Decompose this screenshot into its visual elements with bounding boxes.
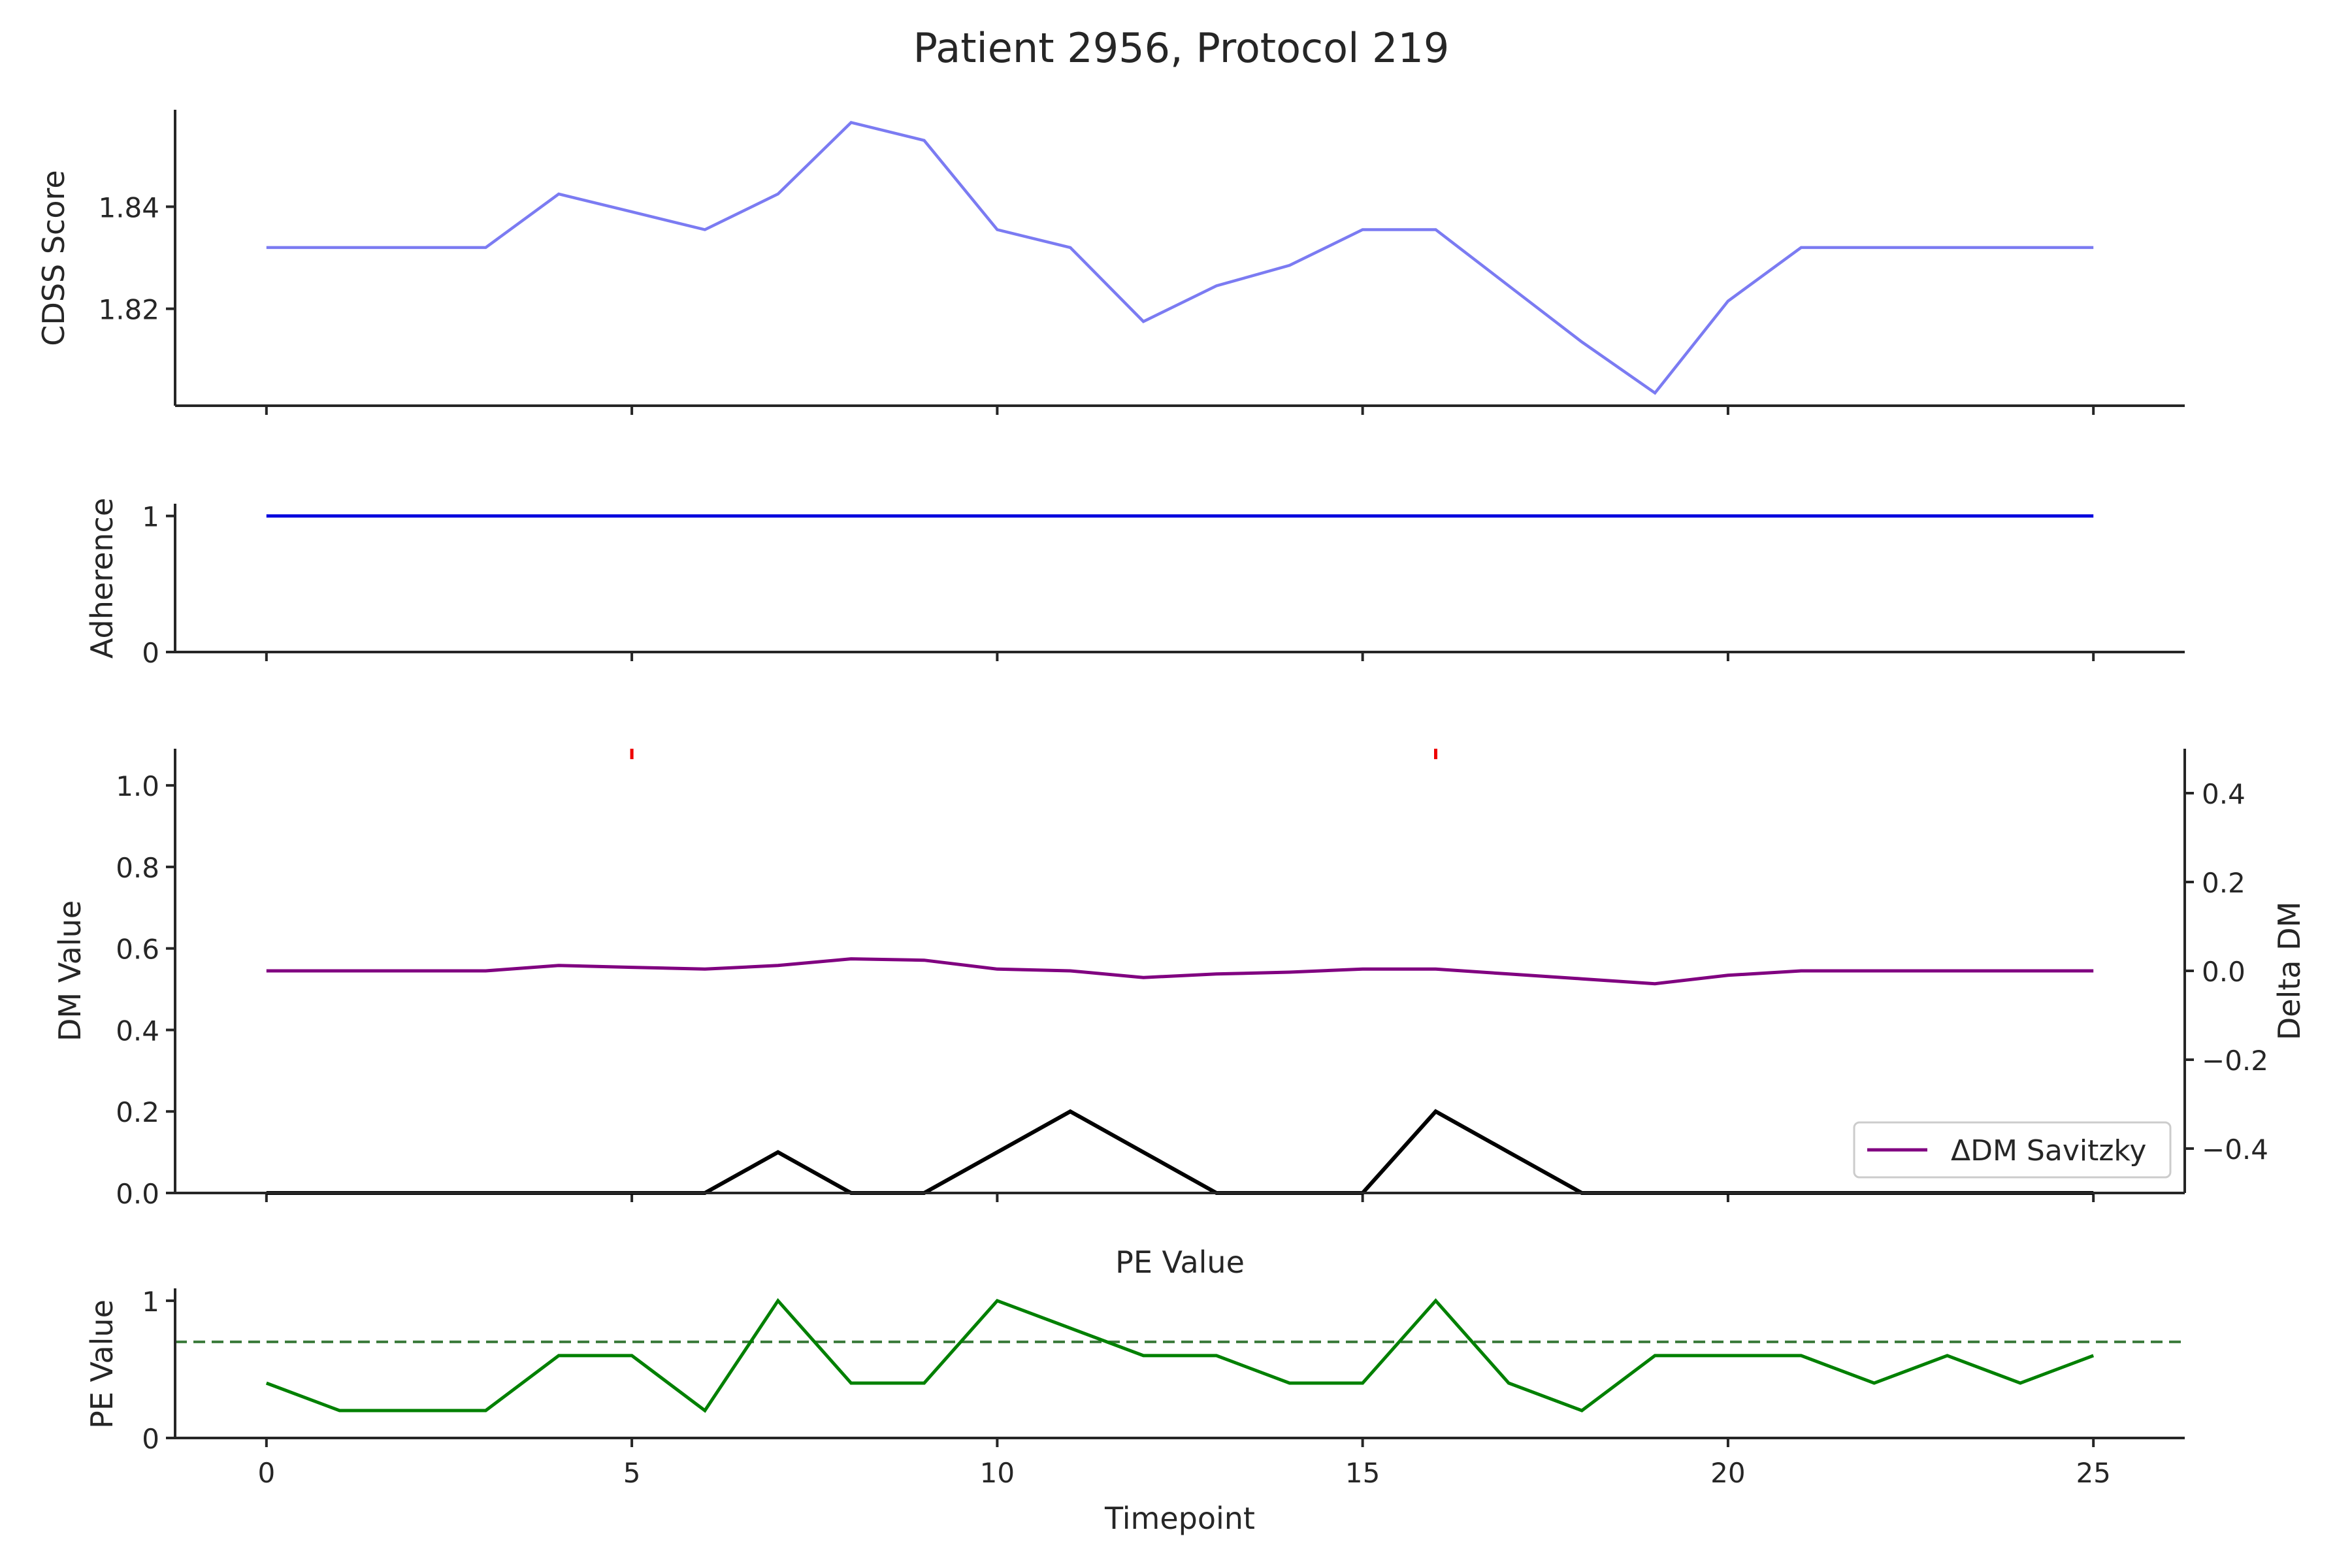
dm-legend: ΔDM Savitzky (1853, 1121, 2172, 1179)
pe-x-axis-ticks: 0 5 10 15 20 25 (257, 1438, 2111, 1489)
adherence-y-tick-label: 0 (142, 637, 159, 669)
pe-plot (175, 1298, 2185, 1413)
dm-y-tick-label: 0.0 (116, 1178, 159, 1210)
delta-dm-y-axis-ticks: −0.4 −0.2 0.0 0.2 0.4 (2185, 778, 2268, 1166)
delta-dm-y-tick-label: 0.2 (2202, 867, 2246, 899)
legend-box (1853, 1121, 2172, 1179)
dm-ylabel: DM Value (52, 900, 88, 1041)
cdss-plot (266, 121, 2094, 395)
x-axis-tick-label: 0 (257, 1457, 275, 1489)
delta-dm-y-tick-label: 0.4 (2202, 778, 2246, 810)
dm-y-tick-label: 0.8 (116, 852, 159, 884)
pe-panel: PE Value PE Value 01 0 5 10 15 20 25 Timepoin… (84, 1245, 2185, 1536)
adherence-panel: Adherence 01 (84, 498, 2185, 669)
delta-dm-savitzky-line (266, 957, 2094, 986)
cdss-y-axis-ticks: 1.82 1.84 (98, 191, 175, 326)
dm-value-line (266, 1109, 2094, 1195)
dm-y-tick-label: 0.2 (116, 1096, 159, 1128)
pe-ylabel: PE Value (84, 1299, 120, 1429)
adherence-ylabel: Adherence (84, 498, 120, 659)
dm-plot (266, 749, 2094, 1195)
adherence-x-axis-ticks (265, 652, 2095, 661)
x-axis-tick-label: 25 (2076, 1457, 2110, 1489)
dm-y-tick-label: 1.0 (116, 770, 159, 802)
x-axis-label: Timepoint (1104, 1501, 1255, 1536)
dm-y-tick-label: 0.4 (116, 1015, 159, 1047)
delta-dm-y-tick-label: −0.2 (2202, 1045, 2268, 1077)
legend-label-delta-dm: ΔDM Savitzky (1951, 1134, 2146, 1168)
pe-y-tick-label: 0 (142, 1423, 159, 1455)
pe-y-axis-ticks: 01 (142, 1286, 175, 1455)
cdss-panel: CDSS Score 1.82 1.84 (36, 110, 2185, 415)
x-axis-tick-label: 20 (1710, 1457, 1745, 1489)
adherence-y-axis-ticks: 01 (142, 501, 175, 669)
delta-dm-y-tick-label: 0.0 (2202, 956, 2246, 988)
dm-panel: DM Value Delta DM 0.0 0.2 0.4 0.6 0.8 1.0 −0.… (52, 749, 2307, 1210)
cdss-y-tick-label: 1.82 (98, 294, 159, 326)
adherence-y-tick-label: 1 (142, 501, 159, 533)
delta-dm-y-tick-label: −0.4 (2202, 1134, 2268, 1166)
x-axis-tick-label: 10 (980, 1457, 1015, 1489)
dm-y-tick-label: 0.6 (116, 934, 159, 966)
pe-y-tick-label: 1 (142, 1286, 159, 1318)
cdss-ylabel: CDSS Score (36, 170, 71, 346)
cdss-y-tick-label: 1.84 (98, 191, 159, 223)
cdss-score-line (266, 121, 2094, 395)
x-axis-tick-label: 5 (623, 1457, 641, 1489)
pe-value-line (265, 1298, 2095, 1413)
dm-ylabel-right: Delta DM (2272, 902, 2307, 1040)
cdss-x-axis-ticks (265, 406, 2095, 415)
figure-title: Patient 2956, Protocol 219 (913, 24, 1450, 72)
pe-subtitle: PE Value (1115, 1245, 1245, 1280)
x-axis-tick-label: 15 (1345, 1457, 1380, 1489)
dm-y-axis-ticks: 0.0 0.2 0.4 0.6 0.8 1.0 (116, 770, 175, 1210)
